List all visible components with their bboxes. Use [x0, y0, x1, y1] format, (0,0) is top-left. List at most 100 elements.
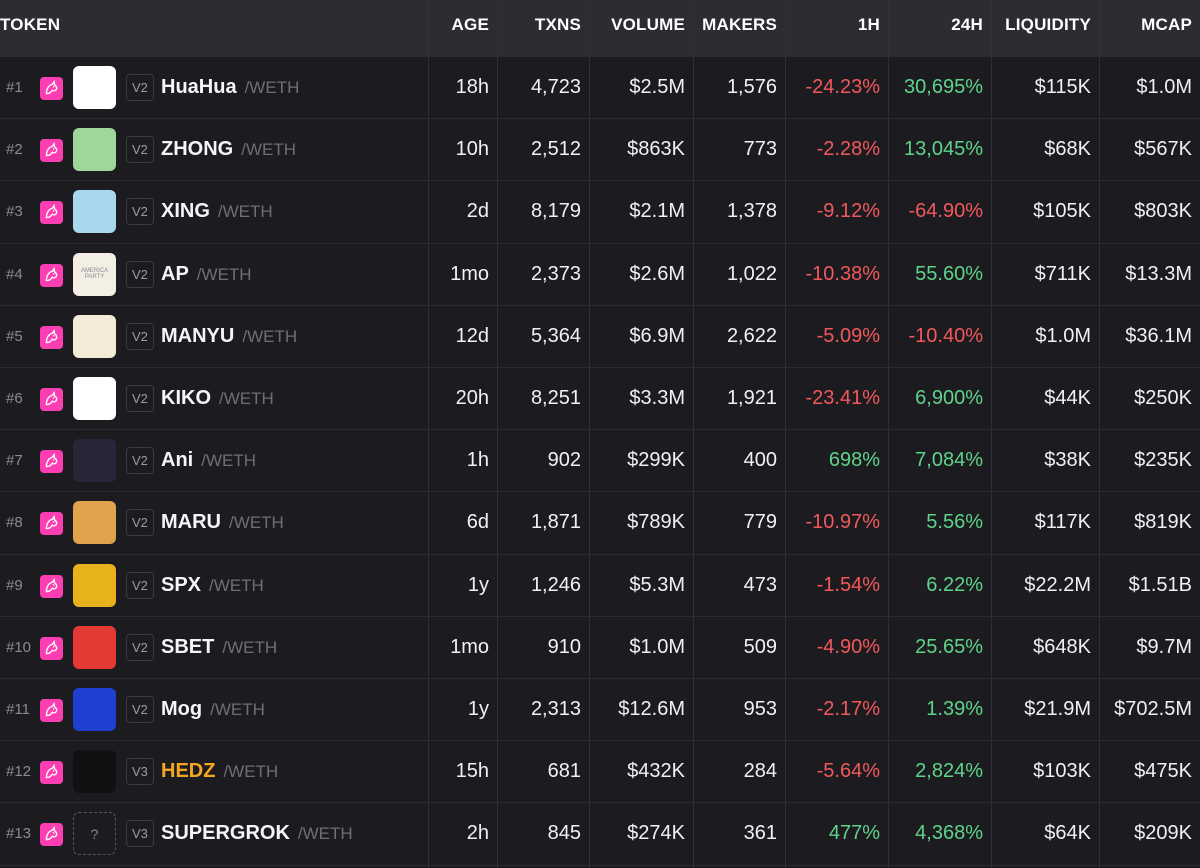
change-24h-cell: 7,084%: [915, 449, 983, 472]
column-header-1h[interactable]: 1H: [785, 0, 888, 57]
txns-cell: 8,179: [530, 200, 581, 223]
token-name[interactable]: SUPERGROK/WETH: [161, 822, 353, 845]
table-row[interactable]: #9 V2 SPX/WETH 1y 1,246 $5.3M 473 -1.54% 6.22% $2…: [0, 554, 1200, 617]
table-row[interactable]: #10 V2 SBET/WETH 1mo 910 $1.0M 509 -4.90% 25.65%…: [0, 616, 1200, 679]
table-row[interactable]: #5 V2 MANYU/WETH 12d 5,364 $6.9M 2,622 -5.09% -1…: [0, 305, 1200, 368]
shiba-coin-avatar-icon: [73, 501, 116, 545]
token-rank: #11: [6, 701, 30, 719]
pool-version-badge: V2: [126, 260, 154, 288]
column-divider: [589, 0, 590, 868]
age-cell: 1mo: [450, 262, 489, 285]
token-name[interactable]: XING/WETH: [161, 200, 273, 223]
token-rank: #12: [6, 763, 32, 781]
uniswap-icon: [45, 204, 58, 219]
table-row[interactable]: #8 V2 MARU/WETH 6d 1,871 $789K 779 -10.97% 5.56%…: [0, 492, 1200, 555]
column-header-token[interactable]: TOKEN: [0, 0, 429, 57]
table-row[interactable]: #4 AMERICA PARTY V2 AP/WETH 1mo 2,373 $2.6M 1,0…: [0, 243, 1200, 306]
dex-badge: [40, 77, 63, 100]
token-name[interactable]: SBET/WETH: [161, 636, 277, 659]
dex-badge: [40, 201, 63, 225]
token-name[interactable]: MARU/WETH: [161, 511, 284, 534]
column-header-24h[interactable]: 24H: [888, 0, 991, 57]
change-1h-cell: 477%: [828, 822, 880, 845]
token-name[interactable]: Ani/WETH: [161, 449, 256, 472]
token-pair: /WETH: [217, 202, 273, 222]
token-symbol: MANYU: [161, 324, 235, 347]
pool-version-badge: V2: [126, 136, 154, 164]
token-cell[interactable]: #12 V3 HEDZ/WETH: [0, 741, 429, 802]
token-name[interactable]: MANYU/WETH: [161, 325, 297, 348]
column-divider: [1099, 0, 1100, 868]
token-cell[interactable]: #10 V2 SBET/WETH: [0, 617, 429, 678]
txns-cell: 4,723: [530, 76, 581, 99]
token-cell[interactable]: #9 V2 SPX/WETH: [0, 555, 429, 616]
makers-cell: 1,022: [726, 262, 777, 285]
token-name[interactable]: AP/WETH: [161, 263, 252, 286]
uniswap-icon: [45, 328, 58, 344]
change-24h-cell: 1.39%: [926, 698, 983, 721]
uniswap-icon: [45, 453, 58, 468]
table-row[interactable]: #2 V2 ZHONG/WETH 10h 2,512 $863K 773 -2.28% 13,0…: [0, 119, 1200, 182]
column-header-age-label: AGE: [451, 15, 489, 34]
liquidity-cell: $38K: [1044, 449, 1091, 472]
makers-cell: 1,576: [726, 76, 777, 99]
token-name[interactable]: Mog/WETH: [161, 698, 265, 721]
change-24h-cell: 6,900%: [915, 387, 983, 410]
change-24h-cell: 6.22%: [926, 573, 983, 596]
change-24h-cell: 2,824%: [915, 760, 983, 783]
column-header-mcap[interactable]: MCAP: [1099, 0, 1200, 57]
token-name[interactable]: HEDZ/WETH: [161, 760, 278, 783]
mog-cat-avatar-icon: [73, 688, 116, 731]
liquidity-cell: $115K: [1034, 76, 1091, 99]
token-name[interactable]: KIKO/WETH: [161, 387, 274, 410]
table-row[interactable]: #6 V2 KIKO/WETH 20h 8,251 $3.3M 1,921 -23.41% 6,…: [0, 368, 1200, 431]
token-cell[interactable]: #8 V2 MARU/WETH: [0, 492, 429, 553]
table-row[interactable]: #7 V2 Ani/WETH 1h 902 $299K 400 698% 7,084% $38K $…: [0, 430, 1200, 493]
token-name[interactable]: HuaHua/WETH: [161, 76, 299, 99]
column-header-age[interactable]: AGE: [429, 0, 497, 57]
dex-badge: [40, 636, 63, 660]
makers-cell: 284: [743, 760, 777, 783]
token-rank: #10: [6, 638, 32, 656]
column-header-volume[interactable]: VOLUME: [589, 0, 693, 57]
avatar-text: AMERICA PARTY: [80, 268, 109, 281]
liquidity-cell: $103K: [1033, 760, 1091, 783]
token-cell[interactable]: #13? V3 SUPERGROK/WETH: [0, 803, 429, 864]
table-row[interactable]: #3 V2 XING/WETH 2d 8,179 $2.1M 1,378 -9.12% -64.…: [0, 181, 1200, 244]
token-cell[interactable]: #7 V2 Ani/WETH: [0, 430, 429, 491]
column-divider: [428, 0, 429, 868]
table-row[interactable]: #1 V2 HuaHua/WETH 18h 4,723 $2.5M 1,576 -24.23%…: [0, 57, 1200, 120]
token-rank: #8: [6, 514, 23, 532]
column-header-liquidity-label: LIQUIDITY: [1005, 15, 1091, 34]
change-1h-cell: -2.28%: [816, 138, 880, 161]
table-row[interactable]: #12 V3 HEDZ/WETH 15h 681 $432K 284 -5.64% 2,824%…: [0, 741, 1200, 804]
change-1h-cell: 698%: [828, 449, 880, 472]
token-cell[interactable]: #2 V2 ZHONG/WETH: [0, 119, 429, 180]
liquidity-cell: $1.0M: [1035, 324, 1091, 347]
volume-cell: $863K: [627, 138, 685, 161]
token-cell[interactable]: #3 V2 XING/WETH: [0, 181, 429, 242]
txns-cell: 8,251: [530, 387, 581, 410]
column-header-liquidity[interactable]: LIQUIDITY: [991, 0, 1099, 57]
table-row[interactable]: #11 V2 Mog/WETH 1y 2,313 $12.6M 953 -2.17% 1.39%…: [0, 679, 1200, 742]
table-header: TOKEN AGE TXNS VOLUME MAKERS 1H 24H LIQU…: [0, 0, 1200, 57]
token-symbol: SUPERGROK: [161, 822, 290, 845]
table-row[interactable]: #13? V3 SUPERGROK/WETH 2h 845 $274K 361 477% 4,3…: [0, 803, 1200, 866]
makers-cell: 509: [743, 635, 777, 658]
dex-badge: [40, 512, 63, 536]
token-cell[interactable]: #1 V2 HuaHua/WETH: [0, 57, 429, 118]
token-name[interactable]: SPX/WETH: [161, 574, 264, 597]
mcap-cell: $9.7M: [1136, 635, 1192, 658]
token-name[interactable]: ZHONG/WETH: [161, 138, 296, 161]
column-header-txns[interactable]: TXNS: [497, 0, 589, 57]
shiba-dog-avatar-icon: [73, 314, 116, 358]
token-pair: /WETH: [222, 637, 278, 657]
txns-cell: 845: [547, 822, 581, 845]
token-cell[interactable]: #5 V2 MANYU/WETH: [0, 306, 429, 367]
token-cell[interactable]: #4 AMERICA PARTY V2 AP/WETH: [0, 244, 429, 305]
column-header-makers[interactable]: MAKERS: [693, 0, 785, 57]
change-1h-cell: -24.23%: [805, 76, 881, 99]
token-cell[interactable]: #11 V2 Mog/WETH: [0, 679, 429, 740]
token-cell[interactable]: #6 V2 KIKO/WETH: [0, 368, 429, 429]
token-pair: /WETH: [229, 513, 284, 533]
